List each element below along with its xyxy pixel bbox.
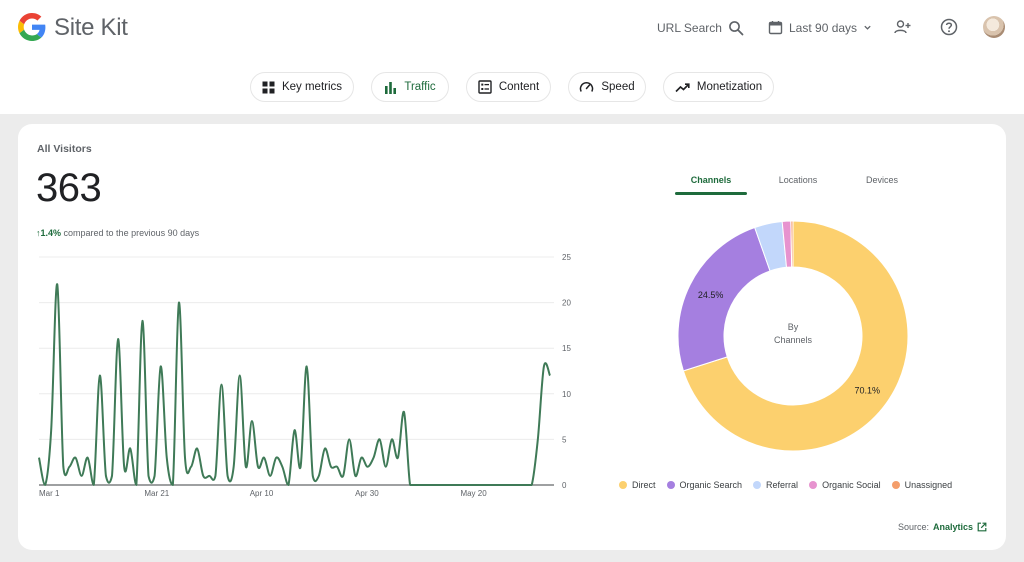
legend-swatch [619,481,627,489]
trending-up-icon [675,82,690,92]
date-range-label: Last 90 days [789,20,858,35]
header: Site Kit URL Search Last 90 days [0,0,1024,114]
x-tick-label: Apr 30 [355,489,379,498]
google-logo-icon [18,13,46,41]
x-tick-label: May 20 [460,489,487,498]
tab-label: Monetization [696,81,763,93]
external-link-icon[interactable] [977,522,987,532]
tab-key-metrics[interactable]: Key metrics [250,72,354,102]
tab-monetization[interactable]: Monetization [663,72,774,102]
legend-label: Referral [766,480,799,490]
grid-icon [262,81,275,93]
chart-legend: Direct Organic Search Referral Organic Soci… [619,478,963,492]
dashboard-tabs: Key metrics Traffic Content Speed [0,72,1024,102]
slice-percent-label: 24.5% [698,290,724,300]
donut-center-label: By [788,322,799,332]
bar-chart-icon [385,81,397,94]
tab-speed[interactable]: Speed [568,72,646,102]
tab-label: Key metrics [281,81,343,93]
y-tick-label: 0 [562,481,567,490]
y-tick-label: 15 [562,344,571,353]
subtab-devices[interactable]: Devices [865,175,898,185]
x-tick-label: Apr 10 [250,489,274,498]
channels-donut-chart: 70.1% 24.5% By Channels [677,220,909,452]
legend-swatch [753,481,762,489]
tab-label: Traffic [404,81,436,93]
arrow-up-icon: ↑ [36,228,41,238]
legend-swatch [666,481,675,489]
legend-label: Unassigned [904,480,953,490]
visitors-line-chart: 0 5 10 15 20 25 Mar 1 Mar 21 Apr 10 Apr 30 May 20 [38,253,571,498]
legend-label: Organic Search [679,480,743,490]
date-range-selector[interactable]: Last 90 days [768,20,872,35]
slice-percent-label: 70.1% [854,385,880,395]
active-subtab-indicator [675,192,747,195]
legend-item-referral: Referral [753,480,798,490]
legend-label: Organic Social [822,480,881,490]
donut-slice-organic-search[interactable] [677,226,771,372]
change-summary: ↑1.4% compared to the previous 90 days [36,228,199,238]
analytics-link[interactable]: Analytics [932,522,973,532]
y-tick-label: 20 [562,299,571,308]
change-percent: 1.4% [40,228,62,238]
legend-item-direct: Direct [619,480,656,490]
x-tick-label: Mar 21 [144,489,169,498]
card-title: All Visitors [37,143,92,155]
total-visitors: 363 [36,166,102,210]
subtab-locations[interactable]: Locations [778,175,818,185]
tab-label: Speed [601,81,635,93]
y-tick-label: 10 [562,390,571,399]
search-icon [729,21,744,36]
y-tick-label: 25 [562,253,571,262]
subtab-channels[interactable]: Channels [690,175,732,185]
content-list-icon [478,80,492,94]
legend-swatch [891,481,900,489]
chevron-down-icon [864,25,871,30]
calendar-icon [768,21,783,35]
y-tick-label: 5 [562,435,567,444]
all-visitors-card: All Visitors 363 ↑1.4% compared to the p… [18,124,1006,550]
url-search-label: URL Search [657,21,722,35]
tab-label: Content [498,81,540,93]
help-icon[interactable] [940,18,958,36]
x-tick-label: Mar 1 [39,489,60,498]
change-description: compared to the previous 90 days [63,228,200,238]
visitors-series-line [38,283,551,486]
app-brand: Site Kit [54,14,128,41]
donut-center-label: Channels [774,335,813,345]
legend-label: Direct [632,480,656,490]
source-label: Source: [897,522,929,532]
tab-traffic[interactable]: Traffic [371,72,449,102]
url-search-button[interactable]: URL Search [657,20,744,36]
data-source: Source: Analytics [898,522,987,532]
user-avatar[interactable] [983,16,1005,38]
tab-content[interactable]: Content [466,72,551,102]
legend-item-unassigned: Unassigned [891,480,953,490]
legend-item-organic-search: Organic Search [666,480,743,490]
speedometer-icon [580,82,594,92]
donut-slice-unassigned[interactable] [790,220,794,268]
add-user-icon[interactable] [894,19,911,35]
donut-slice-direct[interactable] [682,220,909,452]
legend-swatch [809,481,818,489]
legend-item-organic-social: Organic Social [809,480,881,490]
